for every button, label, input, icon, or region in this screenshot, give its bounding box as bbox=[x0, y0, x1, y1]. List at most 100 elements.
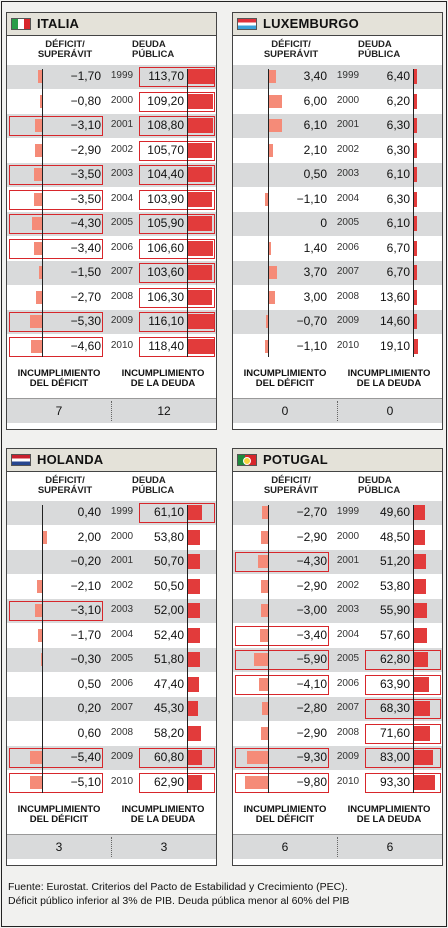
debt-value: 51,20 bbox=[379, 554, 410, 568]
debt-value: 113,70 bbox=[148, 69, 184, 83]
debt-footer-line: DE LA DEUDA bbox=[130, 814, 196, 825]
deficit-column-header: DÉFICIT/SUPERÁVIT bbox=[25, 476, 105, 496]
deficit-bar bbox=[29, 315, 42, 328]
debt-value: 6,30 bbox=[386, 191, 410, 206]
year-label: 2004 bbox=[336, 628, 360, 640]
deficit-bar bbox=[246, 751, 268, 764]
debt-breach-box bbox=[139, 189, 215, 210]
deficit-zero-axis bbox=[268, 505, 269, 793]
debt-header-line: PÚBLICA bbox=[132, 485, 175, 496]
deficit-breach-label: INCUMPLIMIENTO DEL DÉFICIT bbox=[9, 805, 109, 825]
debt-bar bbox=[188, 774, 203, 790]
deficit-value: 0,50 bbox=[303, 167, 327, 181]
deficit-value: 0,20 bbox=[77, 701, 101, 715]
debt-breach-box bbox=[365, 748, 441, 768]
debt-value: 106,30 bbox=[147, 289, 184, 304]
debt-breach-count: 3 bbox=[160, 840, 168, 854]
deficit-breach-box bbox=[9, 116, 103, 136]
year-label: 2005 bbox=[110, 653, 134, 664]
debt-value: 103,90 bbox=[147, 191, 184, 206]
year-label: 2009 bbox=[336, 751, 360, 762]
table-row: 6,10 2001 6,30 bbox=[233, 114, 442, 138]
deficit-breach-box bbox=[9, 748, 103, 768]
debt-bar bbox=[188, 240, 213, 256]
deficit-bar bbox=[37, 579, 42, 593]
debt-bar bbox=[188, 265, 212, 280]
netherlands-flag bbox=[11, 454, 31, 466]
debt-value: 53,80 bbox=[379, 578, 410, 593]
deficit-footer-line: INCUMPLIMIENTO bbox=[17, 804, 101, 815]
debt-bar bbox=[188, 216, 213, 231]
debt-value: 47,40 bbox=[153, 676, 184, 691]
debt-breach-box bbox=[139, 116, 215, 136]
deficit-value: 2,00 bbox=[77, 529, 101, 544]
debt-value: 105,90 bbox=[147, 216, 184, 230]
deficit-bar bbox=[258, 677, 268, 691]
debt-bar bbox=[414, 505, 426, 520]
deficit-value: 2,10 bbox=[303, 142, 327, 157]
deficit-breach-box bbox=[9, 772, 103, 793]
deficit-footer-line: INCUMPLIMIENTO bbox=[17, 368, 101, 379]
deficit-header-line: SUPERÁVIT bbox=[37, 485, 93, 496]
debt-value: 53,80 bbox=[153, 529, 184, 544]
debt-header-line: DEUDA bbox=[132, 39, 166, 50]
breach-count-row: 7 12 bbox=[7, 398, 216, 423]
table-row: 0,50 2003 6,10 bbox=[233, 163, 442, 187]
deficit-header-line: SUPERÁVIT bbox=[263, 485, 319, 496]
debt-breach-box bbox=[139, 140, 215, 161]
year-label: 2003 bbox=[110, 168, 134, 179]
table-row: 0,20 2007 45,30 bbox=[7, 697, 216, 721]
debt-column-header: DEUDA PÚBLICA bbox=[358, 40, 402, 60]
year-label: 2009 bbox=[110, 315, 134, 326]
deficit-value: −2,70 bbox=[296, 505, 327, 519]
table-row: −3,40 2004 57,60 bbox=[233, 624, 442, 648]
year-label: 2008 bbox=[110, 726, 134, 738]
debt-bar bbox=[188, 289, 213, 305]
debt-bar bbox=[188, 167, 212, 182]
table-row: −5,40 2009 60,80 bbox=[7, 746, 216, 770]
italy-flag bbox=[11, 18, 31, 30]
debt-value: 105,70 bbox=[147, 142, 184, 157]
debt-value: 52,00 bbox=[153, 603, 184, 617]
deficit-breach-box bbox=[235, 772, 329, 793]
panel-header: POTUGAL bbox=[233, 449, 442, 472]
debt-footer-line: DE LA DEUDA bbox=[356, 814, 422, 825]
debt-breach-box bbox=[139, 263, 215, 283]
debt-value: 61,10 bbox=[153, 505, 184, 519]
year-label: 2006 bbox=[110, 677, 134, 689]
debt-breach-box bbox=[139, 67, 215, 87]
deficit-header-line: DÉFICIT/ bbox=[45, 39, 85, 50]
year-label: 2003 bbox=[110, 604, 134, 615]
debt-breach-label: INCUMPLIMIENTO DE LA DEUDA bbox=[113, 805, 213, 825]
year-label: 2009 bbox=[110, 751, 134, 762]
debt-breach-box bbox=[139, 748, 215, 768]
debt-column-header: DEUDA PÚBLICA bbox=[132, 476, 176, 496]
debt-bar bbox=[414, 69, 417, 84]
debt-bar bbox=[414, 554, 426, 569]
deficit-column-header: DÉFICIT/SUPERÁVIT bbox=[251, 40, 331, 60]
deficit-zero-axis bbox=[42, 69, 43, 357]
deficit-header-line: SUPERÁVIT bbox=[37, 49, 93, 60]
debt-value: 68,30 bbox=[379, 701, 410, 715]
year-label: 2005 bbox=[336, 217, 360, 228]
year-label: 2010 bbox=[110, 339, 134, 351]
debt-bar bbox=[414, 314, 418, 329]
deficit-value: 0,50 bbox=[77, 676, 101, 691]
deficit-bar bbox=[32, 217, 42, 230]
year-label: 2005 bbox=[336, 653, 360, 664]
debt-value: 51,80 bbox=[153, 652, 184, 666]
debt-bar bbox=[188, 314, 215, 329]
deficit-bar bbox=[33, 168, 42, 181]
debt-header-line: PÚBLICA bbox=[358, 49, 401, 60]
debt-breach-box bbox=[139, 214, 215, 234]
deficit-value: −2,90 bbox=[296, 725, 327, 740]
table-row: −2,10 2002 50,50 bbox=[7, 575, 216, 599]
deficit-value: −2,90 bbox=[296, 529, 327, 544]
year-label: 2006 bbox=[336, 241, 360, 253]
year-label: 2001 bbox=[110, 555, 134, 566]
table-row: −1,10 2004 6,30 bbox=[233, 188, 442, 212]
table-row: 0,40 1999 61,10 bbox=[7, 501, 216, 525]
deficit-value: −4,60 bbox=[70, 338, 101, 353]
deficit-breach-label: INCUMPLIMIENTO DEL DÉFICIT bbox=[9, 369, 109, 389]
